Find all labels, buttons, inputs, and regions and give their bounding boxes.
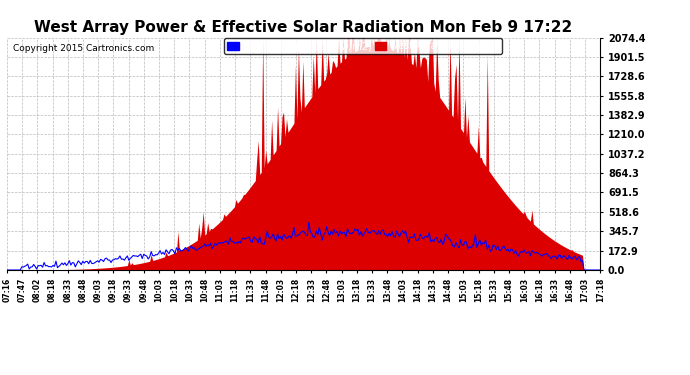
Title: West Array Power & Effective Solar Radiation Mon Feb 9 17:22: West Array Power & Effective Solar Radia… bbox=[34, 20, 573, 35]
Legend: Radiation (Effective w/m2), West Array (DC Watts): Radiation (Effective w/m2), West Array (… bbox=[224, 39, 502, 54]
Text: Copyright 2015 Cartronics.com: Copyright 2015 Cartronics.com bbox=[13, 45, 154, 54]
